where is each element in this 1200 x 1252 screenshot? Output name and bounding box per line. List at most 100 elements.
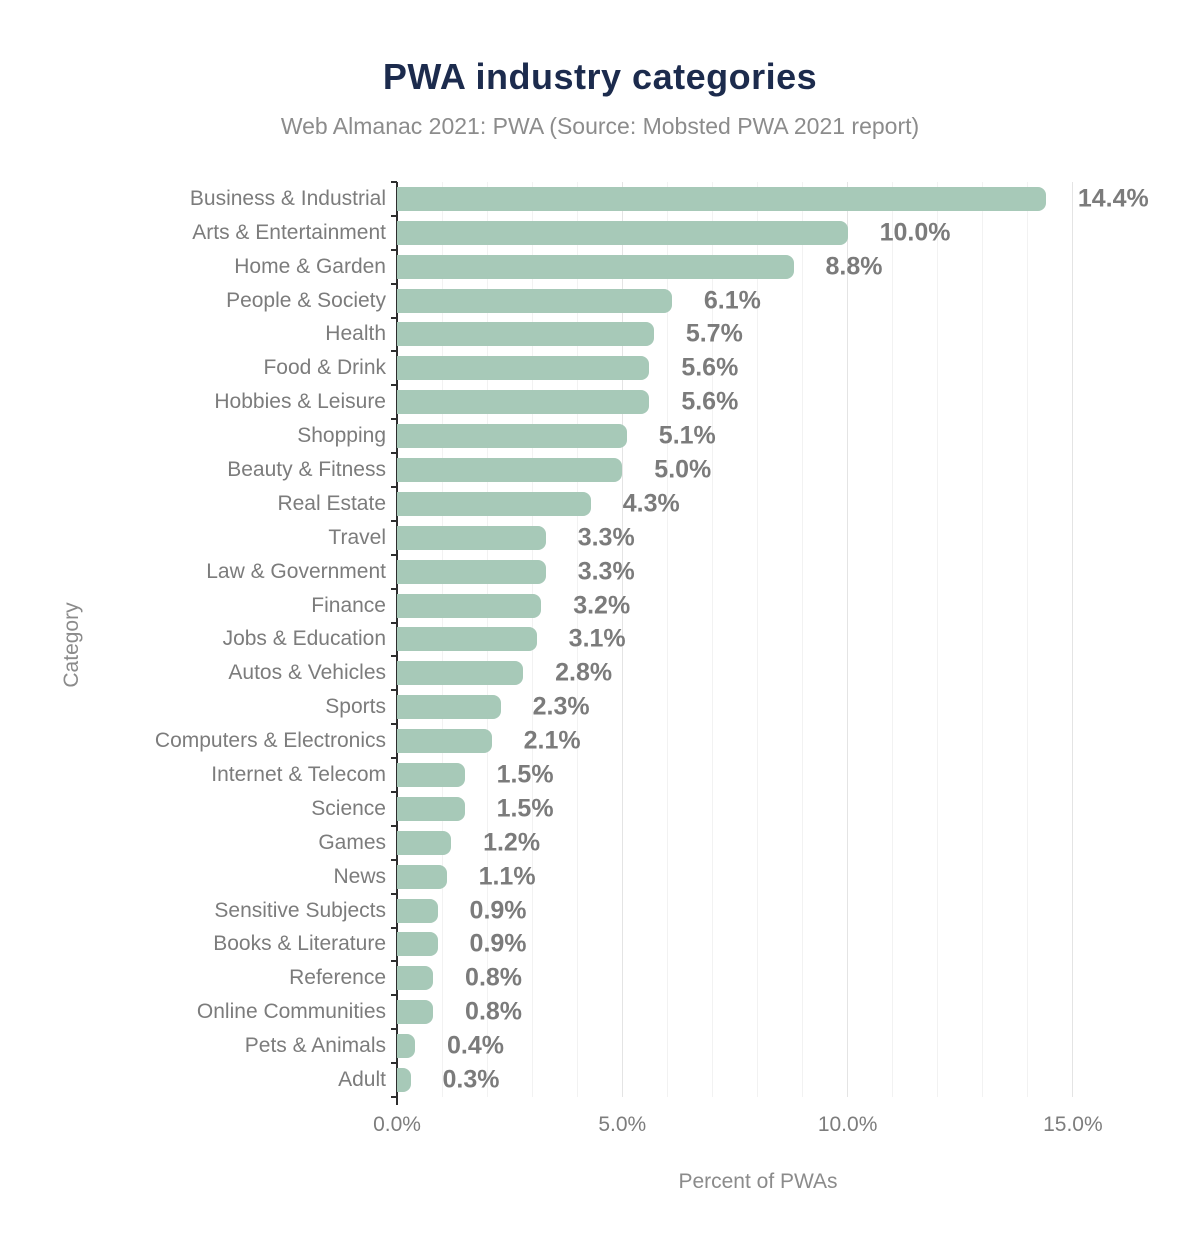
y-axis-tick <box>391 384 397 387</box>
category-label: Science <box>311 796 386 820</box>
bar <box>397 288 672 313</box>
gridline <box>756 182 758 1097</box>
gridline <box>1072 182 1074 1097</box>
bar-row: Finance 3.2% <box>311 589 1119 623</box>
bar-row: Internet & Telecom 1.5% <box>211 758 1119 792</box>
category-label: Real Estate <box>277 491 386 515</box>
bar <box>397 763 465 788</box>
chart-subtitle: Web Almanac 2021: PWA (Source: Mobsted P… <box>280 113 920 139</box>
y-axis-tick <box>391 1096 397 1098</box>
category-label: Pets & Animals <box>244 1034 386 1058</box>
category-label: Books & Literature <box>213 932 386 956</box>
y-axis-tick <box>391 350 397 353</box>
y-axis-tick <box>391 418 397 421</box>
gridline <box>711 182 713 1097</box>
bar <box>397 661 524 686</box>
y-axis-tick <box>391 791 397 793</box>
bar-row: Autos & Vehicles 2.8% <box>228 656 1119 690</box>
category-label: Jobs & Education <box>222 627 386 651</box>
y-axis-tick <box>391 824 397 827</box>
bar-row: Jobs & Education 3.1% <box>223 623 1119 657</box>
bar <box>397 491 591 516</box>
bar-row: Sports 2.3% <box>325 690 1119 724</box>
y-axis-tick <box>391 214 397 217</box>
x-tick-label: 5.0% <box>598 1113 647 1136</box>
value-label: 0.8% <box>465 997 523 1026</box>
value-label: 1.1% <box>478 862 536 891</box>
bar <box>397 695 501 720</box>
bar-row: Books & Literature 0.9% <box>213 928 1119 962</box>
y-axis-tick <box>391 553 397 556</box>
bar-row: Shopping 5.1% <box>297 419 1119 453</box>
value-label: 8.8% <box>825 252 883 281</box>
bar <box>397 458 623 483</box>
value-label: 3.2% <box>573 591 631 620</box>
y-axis-tick <box>391 689 397 692</box>
bar <box>397 966 434 991</box>
bar <box>397 1000 434 1025</box>
value-label: 5.1% <box>658 421 716 450</box>
category-label: Travel <box>328 525 386 549</box>
x-axis-title: Percent of PWAs <box>678 1170 838 1193</box>
value-label: 3.3% <box>577 523 635 552</box>
y-axis-tick <box>391 994 397 997</box>
bar <box>397 796 465 821</box>
gridline <box>666 182 668 1097</box>
y-axis-tick <box>391 655 397 658</box>
bar <box>397 559 546 584</box>
gridline <box>1027 182 1029 1097</box>
value-label: 14.4% <box>1077 184 1149 213</box>
bar <box>397 593 542 618</box>
bar-row: Pets & Animals 0.4% <box>245 1029 1119 1063</box>
category-label: Food & Drink <box>263 356 386 380</box>
y-axis-tick <box>391 1062 397 1065</box>
category-label: Adult <box>338 1068 386 1092</box>
y-axis-tick <box>391 519 397 522</box>
value-label: 1.5% <box>496 794 554 823</box>
bar <box>397 525 546 550</box>
y-axis-tick <box>391 960 397 963</box>
bar <box>397 186 1046 211</box>
bar <box>397 356 650 381</box>
y-axis-title: Category <box>60 602 83 688</box>
bar-row: Health 5.7% <box>325 318 1119 352</box>
bar-row: Science 1.5% <box>311 792 1119 826</box>
bar <box>397 424 627 449</box>
category-label: Computers & Electronics <box>154 729 386 753</box>
category-label: Law & Government <box>206 559 386 583</box>
value-label: 10.0% <box>879 218 951 247</box>
bar-row: Home & Garden 8.8% <box>234 250 1119 284</box>
y-axis-tick <box>391 926 397 929</box>
bar-row: Law & Government 3.3% <box>206 555 1119 589</box>
category-label: News <box>333 864 386 888</box>
category-label: Games <box>318 830 386 854</box>
bar <box>397 1068 411 1093</box>
bar-row: People & Society 6.1% <box>226 284 1119 318</box>
gridline <box>802 182 804 1097</box>
bar <box>397 729 492 754</box>
gridline <box>892 182 894 1097</box>
bar-row: Sensitive Subjects 0.9% <box>214 894 1119 928</box>
value-label: 5.6% <box>681 387 739 416</box>
y-axis-tick <box>391 282 397 285</box>
value-label: 2.8% <box>555 658 613 687</box>
category-label: People & Society <box>226 288 386 312</box>
bar-row: Online Communities 0.8% <box>197 995 1119 1029</box>
y-axis-tick <box>391 316 397 319</box>
bar <box>397 932 438 957</box>
bar-row: Food & Drink 5.6% <box>263 351 1119 385</box>
category-label: Internet & Telecom <box>211 763 386 787</box>
bar <box>397 864 447 889</box>
bar <box>397 898 438 923</box>
value-label: 2.1% <box>523 726 581 755</box>
value-label: 6.1% <box>703 286 761 315</box>
value-label: 5.0% <box>654 455 712 484</box>
category-label: Hobbies & Leisure <box>214 390 386 414</box>
value-label: 3.1% <box>568 624 626 653</box>
category-label: Business & Industrial <box>189 186 386 210</box>
bar <box>397 1034 416 1059</box>
bar-row: Games 1.2% <box>318 826 1119 860</box>
x-tick-label: 10.0% <box>817 1113 878 1136</box>
category-label: Shopping <box>297 424 386 448</box>
value-label: 1.5% <box>496 760 554 789</box>
